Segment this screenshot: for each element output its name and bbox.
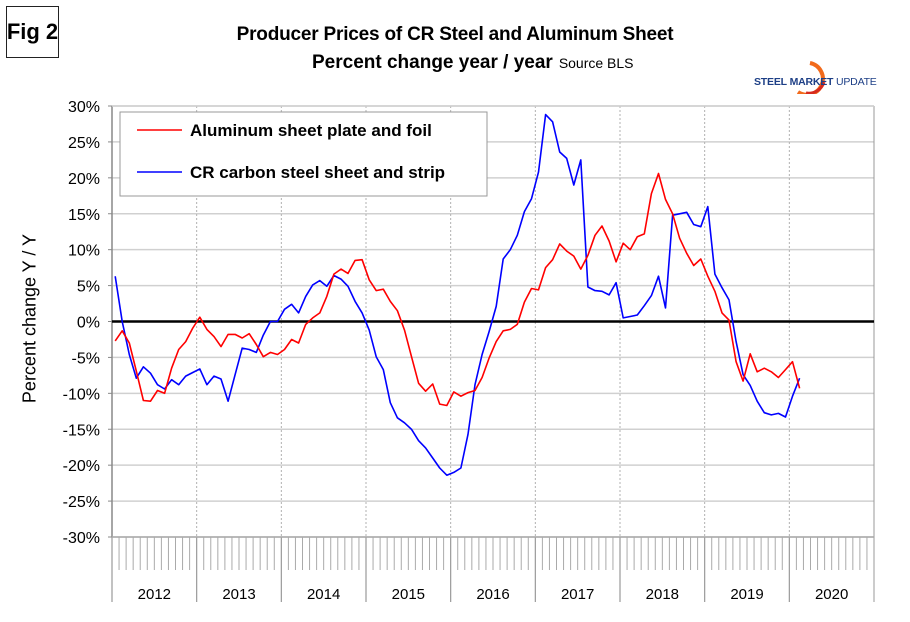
x-tick-label: 2013: [222, 586, 255, 603]
y-tick-label: -25%: [63, 494, 100, 511]
y-tick-label: 0%: [77, 315, 100, 332]
y-tick-label: 20%: [68, 171, 100, 188]
x-tick-label: 2018: [646, 586, 679, 603]
y-tick-label: -5%: [72, 350, 100, 367]
y-tick-label: 10%: [68, 243, 100, 260]
logo-word-3: UPDATE: [836, 76, 877, 88]
x-tick-label: 2019: [730, 586, 763, 603]
y-tick-label: 15%: [68, 207, 100, 224]
y-tick-label: -20%: [63, 458, 100, 475]
x-tick-label: 2017: [561, 586, 594, 603]
figure-label: Fig 2: [6, 19, 59, 44]
series-line-steel: [114, 113, 801, 477]
legend-box: [119, 111, 488, 197]
x-tick-label: 2015: [392, 586, 425, 603]
y-tick-label: -10%: [63, 386, 100, 403]
figure-label-box: Fig 2: [6, 6, 59, 58]
x-tick-label: 2014: [307, 586, 340, 603]
y-tick-label: 5%: [77, 279, 100, 296]
legend-label: CR carbon steel sheet and strip: [190, 163, 445, 182]
chart-source: Source BLS: [558, 55, 634, 71]
steel-market-update-logo: STEEL MARKET UPDATE: [748, 61, 888, 98]
y-tick-label: 25%: [68, 135, 100, 152]
series-line-aluminum: [114, 172, 801, 407]
y-tick-label: -30%: [63, 530, 100, 547]
chart-subtitle-line: Percent change year / year Source BLS: [312, 52, 634, 74]
x-tick-label: 2012: [138, 586, 171, 603]
x-tick-label: 2016: [476, 586, 509, 603]
y-tick-label: 30%: [68, 99, 100, 116]
x-tick-label: 2020: [815, 586, 848, 603]
y-tick-label: -15%: [63, 422, 100, 439]
logo-word-1: STEEL: [754, 76, 787, 88]
chart-title: Producer Prices of CR Steel and Aluminum…: [236, 24, 674, 45]
logo-word-2: MARKET: [789, 76, 834, 88]
chart-subtitle: Percent change year / year: [312, 52, 553, 73]
legend-label: Aluminum sheet plate and foil: [190, 121, 432, 140]
logo-swoosh-icon: [796, 61, 826, 94]
